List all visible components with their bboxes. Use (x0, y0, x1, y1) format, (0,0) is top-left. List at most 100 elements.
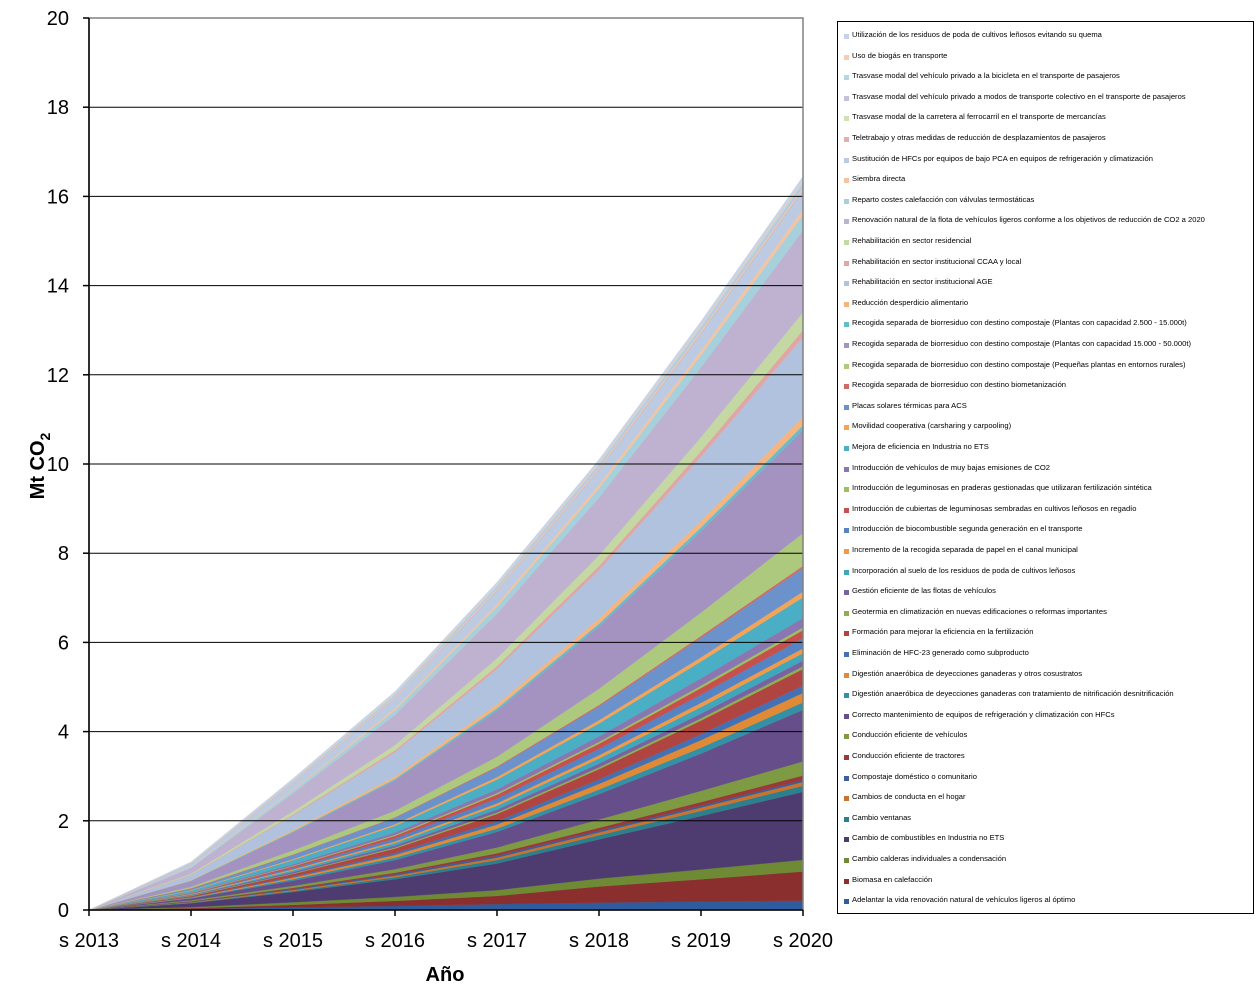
legend-swatch (844, 54, 849, 60)
legend-swatch (844, 713, 849, 719)
legend-item: Rehabilitación en sector residencial (844, 236, 1251, 258)
legend-swatch (844, 178, 849, 184)
legend-item: Cambio calderas individuales a condensac… (844, 854, 1251, 876)
legend-swatch (844, 858, 849, 863)
legend-item: Recogida separada de biorresiduo con des… (844, 339, 1251, 361)
x-axis-title: Año (426, 964, 465, 986)
legend-swatch (844, 528, 849, 534)
legend-swatch (844, 569, 849, 575)
legend-swatch (844, 198, 849, 204)
y-tick-label: 10 (47, 454, 69, 476)
legend-label: Recogida separada de biorresiduo con des… (852, 380, 1067, 390)
legend-label: Introducción de cubiertas de leguminosas… (852, 503, 1137, 513)
legend-item: Conducción eficiente de tractores (844, 751, 1251, 773)
y-tick-label: 20 (47, 8, 69, 30)
legend-swatch (844, 652, 849, 657)
legend-label: Siembra directa (852, 174, 906, 184)
legend-label: Conducción eficiente de tractores (852, 751, 965, 760)
legend-label: Geotermia en climatización en nuevas edi… (852, 606, 1107, 616)
legend-item: Incremento de la recogida separada de pa… (844, 546, 1251, 567)
legend-item: Introducción de leguminosas en praderas … (844, 484, 1251, 505)
legend-label: Mejora de eficiencia en Industria no ETS (852, 442, 989, 451)
legend-label: Formación para mejorar la eficiencia en … (852, 627, 1034, 637)
legend-label: Uso de biogás en transporte (852, 50, 948, 60)
legend-swatch (844, 301, 849, 307)
legend-label: Adelantar la vida renovación natural de … (852, 895, 1076, 905)
legend-label: Recogida separada de biorresiduo con des… (852, 359, 1186, 369)
legend-item: Trasvase modal de la carretera al ferroc… (844, 112, 1251, 134)
legend-swatch (844, 734, 849, 740)
legend-label: Renovación natural de la flota de vehícu… (852, 215, 1205, 225)
legend-label: Placas solares térmicas para ACS (852, 400, 967, 410)
legend-item: Introducción de vehículos de muy bajas e… (844, 462, 1251, 485)
legend-swatch (844, 693, 849, 699)
legend-item: Cambio de combustibles en Industria no E… (844, 834, 1251, 855)
legend-label: Movilidad cooperativa (carsharing y carp… (852, 421, 1012, 431)
legend-label: Incorporación al suelo de los residuos d… (852, 565, 1076, 575)
legend-item: Conducción eficiente de vehículos (844, 730, 1251, 752)
y-tick-label: 8 (58, 543, 69, 565)
y-tick-label: 6 (58, 632, 69, 654)
legend-label: Biomasa en calefacción (852, 874, 933, 884)
legend-label: Cambios de conducta en el hogar (852, 792, 966, 802)
legend-item: Eliminación de HFC-23 generado como subp… (844, 648, 1251, 670)
x-tick-label: s 2017 (467, 930, 527, 952)
legend-swatch (844, 796, 849, 802)
legend-item: Cambios de conducta en el hogar (844, 792, 1251, 814)
legend-label: Sustitución de HFCs por equipos de bajo … (852, 153, 1153, 163)
legend-swatch (844, 404, 849, 410)
legend-label: Eliminación de HFC-23 generado como subp… (852, 648, 1029, 657)
legend-item: Teletrabajo y otras medidas de reducción… (844, 133, 1251, 155)
legend-swatch (844, 116, 849, 122)
legend-label: Conducción eficiente de vehículos (852, 730, 968, 740)
legend-label: Cambio calderas individuales a condensac… (852, 854, 1007, 863)
legend-label: Rehabilitación en sector residencial (852, 236, 972, 245)
legend-swatch (844, 775, 849, 781)
legend-swatch (844, 755, 849, 760)
legend-swatch (844, 487, 849, 493)
x-tick-label: s 2019 (671, 930, 731, 952)
area-layers (88, 175, 804, 911)
legend-item: Siembra directa (844, 174, 1251, 196)
legend-swatch (844, 466, 849, 472)
legend-label: Trasvase modal del vehículo privado a la… (852, 71, 1120, 81)
x-tick-label: s 2018 (569, 930, 629, 952)
legend-swatch (844, 240, 849, 245)
legend: Utilización de los residuos de poda de c… (837, 21, 1254, 914)
legend-label: Reducción desperdicio alimentario (852, 297, 969, 307)
legend-label: Gestión eficiente de las flotas de vehíc… (852, 586, 996, 596)
y-tick-label: 12 (47, 365, 69, 387)
legend-label: Digestión anaeróbica de deyecciones gana… (852, 689, 1174, 699)
legend-label: Teletrabajo y otras medidas de reducción… (852, 133, 1106, 142)
legend-item: Trasvase modal del vehículo privado a la… (844, 71, 1251, 93)
legend-swatch (844, 281, 849, 287)
legend-item: Trasvase modal del vehículo privado a mo… (844, 92, 1251, 114)
legend-swatch (844, 631, 849, 637)
legend-swatch (844, 260, 849, 266)
legend-label: Digestión anaeróbica de deyecciones gana… (852, 668, 1083, 678)
legend-label: Rehabilitación en sector institucional A… (852, 277, 993, 287)
legend-label: Trasvase modal de la carretera al ferroc… (852, 112, 1106, 122)
legend-swatch (844, 219, 849, 225)
x-tick-label: s 2013 (59, 930, 119, 952)
x-tick-label: s 2014 (161, 930, 221, 952)
legend-item: Rehabilitación en sector institucional A… (844, 277, 1251, 299)
legend-label: Reparto costes calefacción con válvulas … (852, 194, 1035, 204)
legend-item: Recogida separada de biorresiduo con des… (844, 359, 1251, 382)
legend-swatch (844, 446, 849, 451)
legend-label: Utilización de los residuos de poda de c… (852, 30, 1102, 39)
legend-item: Adelantar la vida renovación natural de … (844, 895, 1251, 917)
legend-swatch (844, 384, 849, 390)
legend-swatch (844, 507, 849, 513)
legend-swatch (844, 343, 849, 348)
legend-label: Recogida separada de biorresiduo con des… (852, 339, 1191, 348)
legend-item: Movilidad cooperativa (carsharing y carp… (844, 421, 1251, 443)
legend-label: Rehabilitación en sector institucional C… (852, 256, 1022, 266)
legend-item: Formación para mejorar la eficiencia en … (844, 627, 1251, 649)
legend-label: Introducción de vehículos de muy bajas e… (852, 462, 1050, 472)
x-tick-label: s 2016 (365, 930, 425, 952)
legend-swatch (844, 549, 849, 554)
legend-label: Correcto mantenimiento de equipos de ref… (852, 709, 1115, 719)
legend-item: Introducción de biocombustible segunda g… (844, 525, 1251, 546)
legend-item: Digestión anaeróbica de deyecciones gana… (844, 668, 1251, 691)
